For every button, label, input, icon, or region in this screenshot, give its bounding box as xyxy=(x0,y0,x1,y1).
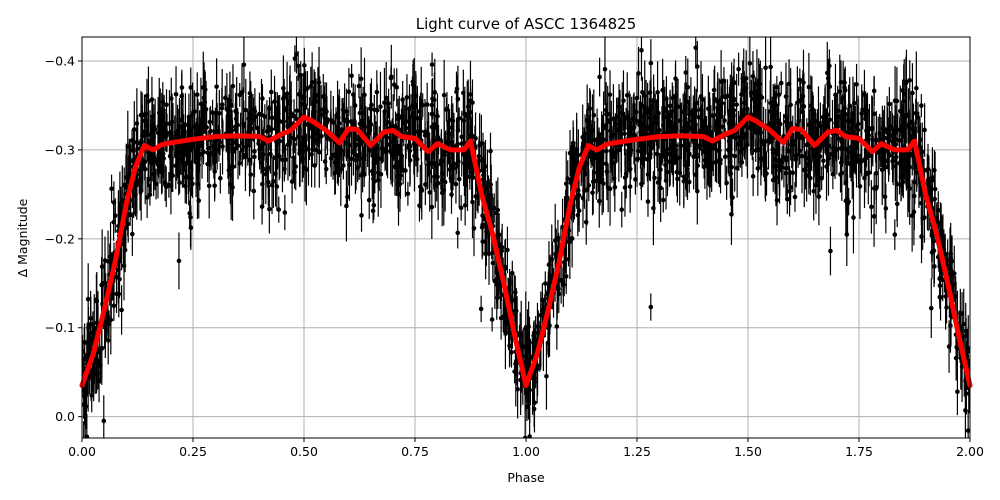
smoothed-model-line xyxy=(79,114,973,388)
x-tick-label: 1.00 xyxy=(512,444,540,459)
y-tick-label: −0.4 xyxy=(45,54,75,69)
chart-title: Light curve of ASCC 1364825 xyxy=(416,15,637,33)
x-tick-label: 2.00 xyxy=(956,444,984,459)
x-tick-label: 0.50 xyxy=(290,444,318,459)
y-tick-label: −0.3 xyxy=(45,142,75,157)
y-tick-label: −0.2 xyxy=(45,231,75,246)
x-tick-label: 1.25 xyxy=(623,444,651,459)
y-tick-label: 0.0 xyxy=(55,409,75,424)
y-tick-label: −0.1 xyxy=(45,320,75,335)
y-axis-label: Δ Magnitude xyxy=(15,198,30,277)
y-axis-ticks: −0.4 −0.3 −0.2 −0.1 0.0 xyxy=(45,54,82,424)
x-axis-ticks: 0.00 0.25 0.50 0.75 1.00 1.25 1.50 1.75 2.00 xyxy=(68,438,984,459)
x-tick-label: 1.75 xyxy=(845,444,873,459)
x-tick-label: 0.00 xyxy=(68,444,96,459)
x-tick-label: 0.25 xyxy=(179,444,207,459)
x-tick-label: 1.50 xyxy=(734,444,762,459)
x-axis-label: Phase xyxy=(507,470,545,485)
model-curve xyxy=(79,114,973,388)
x-tick-label: 0.75 xyxy=(401,444,429,459)
observation-points xyxy=(82,37,970,438)
